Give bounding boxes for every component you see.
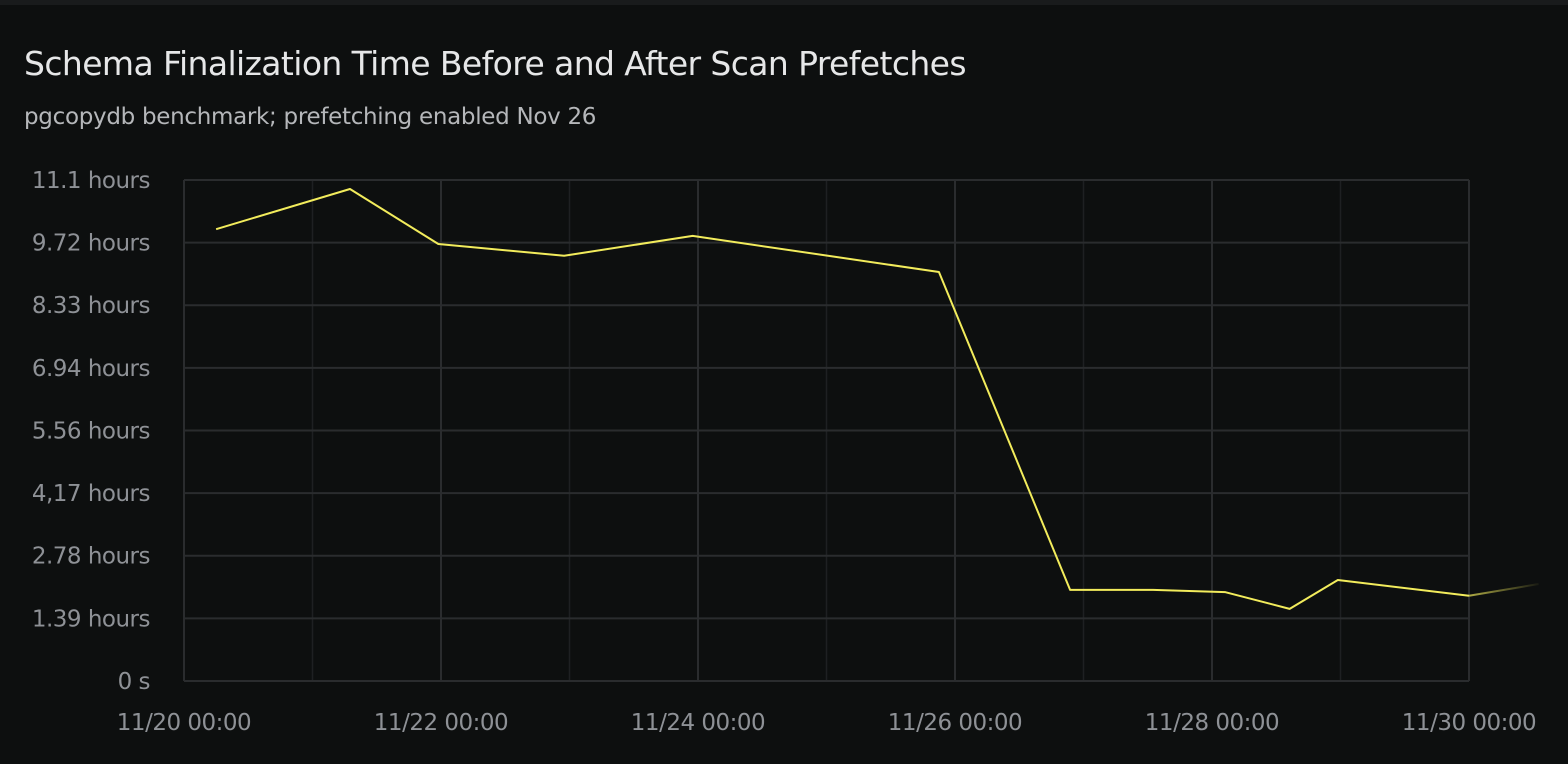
chart-title: Schema Finalization Time Before and Afte…	[24, 44, 967, 83]
y-axis: 0 s 1.39 hours 2.78 hours 4,17 hours 5.56 ho…	[32, 168, 151, 695]
x-tick-label: 11/22 00:00	[374, 710, 508, 736]
x-tick-label: 11/20 00:00	[117, 710, 251, 736]
x-tick-label: 11/28 00:00	[1145, 710, 1279, 736]
y-tick-label: 11.1 hours	[32, 168, 150, 194]
x-tick-label: 11/26 00:00	[888, 710, 1022, 736]
y-tick-label: 4,17 hours	[32, 481, 150, 507]
grid	[183, 178, 1470, 682]
y-tick-label: 8.33 hours	[32, 293, 150, 319]
top-border	[0, 0, 1568, 5]
chart-subtitle: pgcopydb benchmark; prefetching enabled …	[24, 104, 597, 130]
y-tick-label: 2.78 hours	[32, 544, 150, 570]
x-axis: 11/20 00:00 11/22 00:00 11/24 00:00 11/26 0…	[117, 710, 1537, 736]
series	[215, 188, 1539, 610]
y-tick-label: 9.72 hours	[32, 231, 150, 257]
series-line-tail	[1468, 583, 1539, 597]
y-tick-label: 0 s	[118, 669, 150, 695]
y-tick-label: 6.94 hours	[32, 356, 150, 382]
y-tick-label: 1.39 hours	[32, 606, 150, 632]
y-tick-label: 5.56 hours	[32, 418, 150, 444]
series-line	[215, 188, 1470, 610]
x-tick-label: 11/30 00:00	[1402, 710, 1536, 736]
x-tick-label: 11/24 00:00	[631, 710, 765, 736]
